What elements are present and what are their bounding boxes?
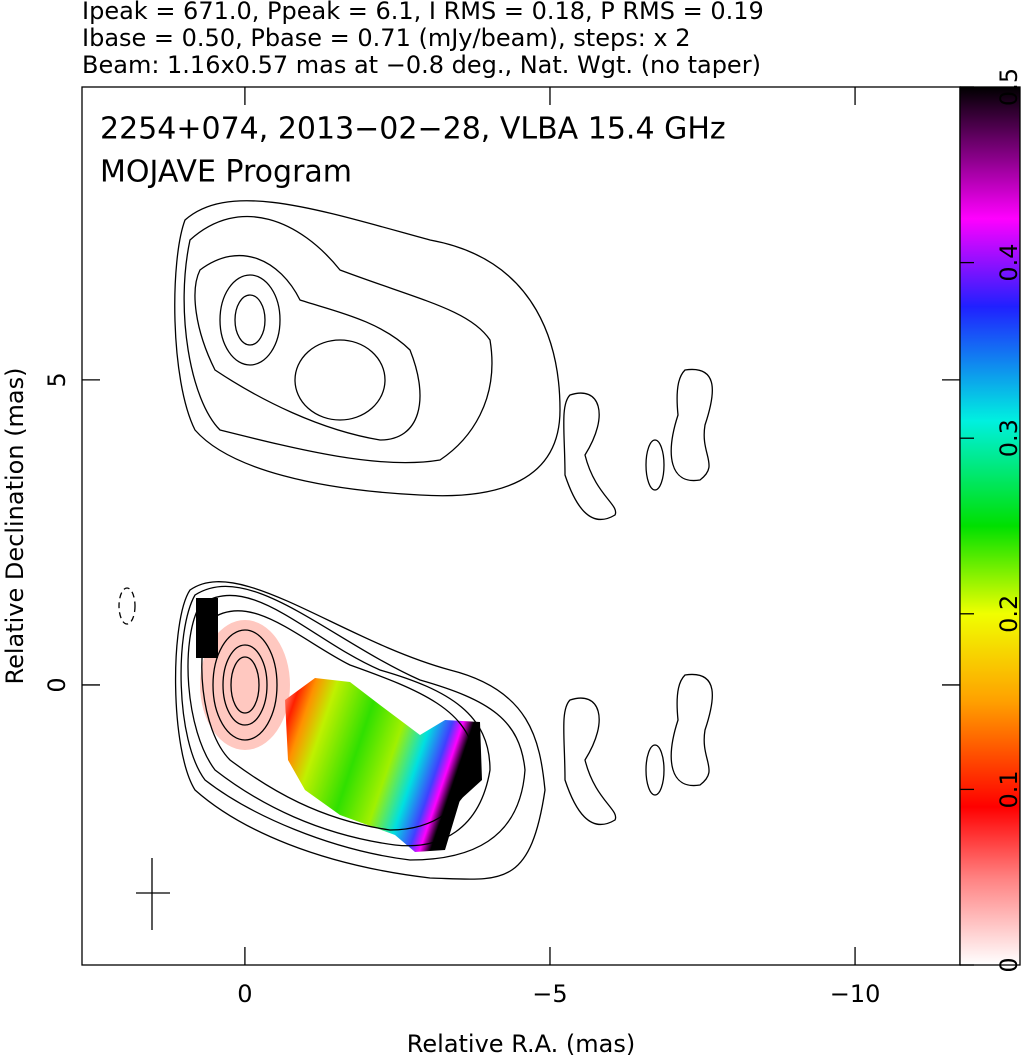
annotation: MOJAVE Program	[100, 155, 352, 190]
x-tick-label: −5	[532, 980, 567, 1008]
header-line: Beam: 1.16x0.57 mas at −0.8 deg., Nat. W…	[82, 51, 761, 79]
colorbar-tick-label: 0.3	[995, 419, 1022, 457]
pol-jet	[285, 678, 482, 852]
colorbar-tick-label: 0.4	[995, 244, 1022, 282]
header-line: Ibase = 0.50, Pbase = 0.71 (mJy/beam), s…	[82, 24, 691, 52]
contours	[118, 200, 714, 930]
x-tick-label: 0	[237, 980, 252, 1008]
x-axis-label: Relative R.A. (mas)	[407, 1030, 635, 1058]
annotation: 2254+074, 2013−02−28, VLBA 15.4 GHz	[100, 112, 726, 147]
colorbar-tick-label: 0.2	[995, 595, 1022, 633]
colorbar-tick-label: 0.5	[995, 68, 1022, 106]
colorbar-tick-label: 0.1	[995, 770, 1022, 808]
y-tick-label: 0	[43, 677, 71, 692]
pol-core	[200, 620, 290, 750]
plot-frame	[81, 86, 961, 966]
header-line: Ipeak = 671.0, Ppeak = 6.1, I RMS = 0.18…	[82, 0, 764, 25]
colorbar	[959, 86, 1021, 966]
y-tick-label: 5	[43, 372, 71, 387]
colorbar-tick-label: 0	[995, 957, 1022, 972]
y-axis-label: Relative Declination (mas)	[1, 367, 29, 684]
x-tick-label: −10	[830, 980, 881, 1008]
